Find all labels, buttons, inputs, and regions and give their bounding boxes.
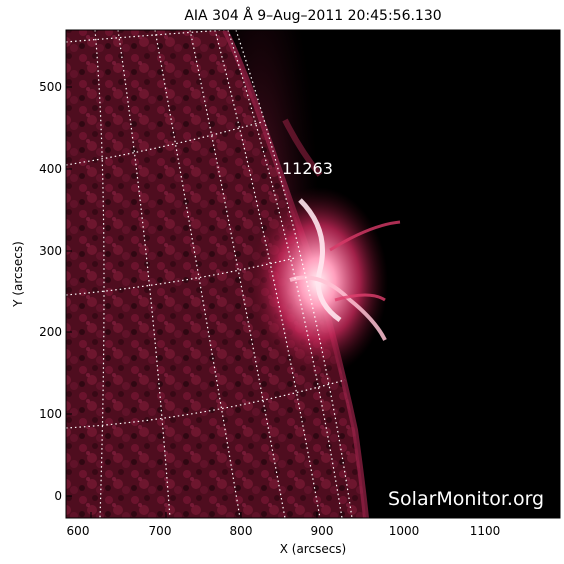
flare-loop-4 xyxy=(334,293,386,302)
y-tick-label: 100 xyxy=(39,407,62,421)
x-axis-label: X (arcsecs) xyxy=(280,542,347,556)
x-tick-label: 600 xyxy=(67,524,90,538)
y-tick-label: 500 xyxy=(39,80,62,94)
y-axis xyxy=(66,86,72,497)
plot-frame xyxy=(65,29,561,519)
solar-image-plot: 11263 SolarMonitor.org xyxy=(66,30,560,518)
heliographic-grid xyxy=(66,30,353,518)
x-tick-label: 1100 xyxy=(470,524,501,538)
image-title: AIA 304 Å 9–Aug–2011 20:45:56.130 xyxy=(184,7,441,24)
x-axis xyxy=(90,512,483,518)
y-tick-label: 300 xyxy=(39,244,62,258)
y-tick-label: 200 xyxy=(39,325,62,339)
active-region-label: 11263 xyxy=(282,159,333,178)
x-tick-label: 700 xyxy=(149,524,172,538)
solar-disk xyxy=(66,30,366,518)
y-tick-label: 0 xyxy=(54,489,62,503)
flare-loop-2 xyxy=(289,275,387,341)
x-tick-label: 1000 xyxy=(389,524,420,538)
flare-loop-3 xyxy=(329,220,401,252)
y-axis-label: Y (arcsecs) xyxy=(11,241,25,308)
x-tick-label: 900 xyxy=(311,524,334,538)
y-tick-label: 400 xyxy=(39,162,62,176)
x-tick-label: 800 xyxy=(230,524,253,538)
flare-loop-1 xyxy=(298,198,342,323)
watermark-text: SolarMonitor.org xyxy=(388,488,544,510)
